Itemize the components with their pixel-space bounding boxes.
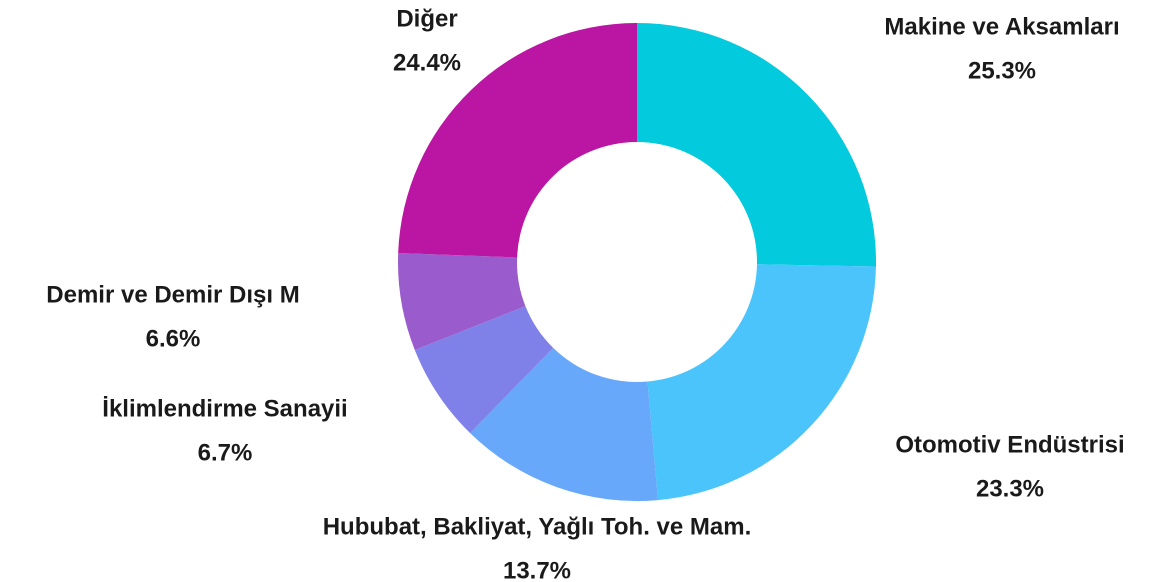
slice-value-label: 6.6% [146, 325, 201, 352]
donut-slice [398, 252, 526, 350]
slice-value-label: 24.4% [393, 49, 461, 76]
slice-value-label: 23.3% [976, 475, 1044, 502]
slice-label: Diğer [396, 5, 457, 32]
slice-label: Hububat, Bakliyat, Yağlı Toh. ve Mam. [323, 513, 752, 540]
slice-label: Makine ve Aksamları [884, 13, 1119, 40]
slice-label: İklimlendirme Sanayii [102, 395, 347, 422]
slice-label: Demir ve Demir Dışı M [46, 281, 299, 308]
donut-slice [470, 347, 658, 502]
donut-slice [637, 23, 876, 267]
donut-slice [647, 264, 876, 501]
slice-label: Otomotiv Endüstrisi [895, 431, 1124, 458]
slice-value-label: 25.3% [968, 57, 1036, 84]
donut-slice [398, 23, 637, 258]
donut-slice [414, 306, 554, 434]
slice-value-label: 13.7% [503, 557, 571, 582]
slice-value-label: 6.7% [198, 439, 253, 466]
